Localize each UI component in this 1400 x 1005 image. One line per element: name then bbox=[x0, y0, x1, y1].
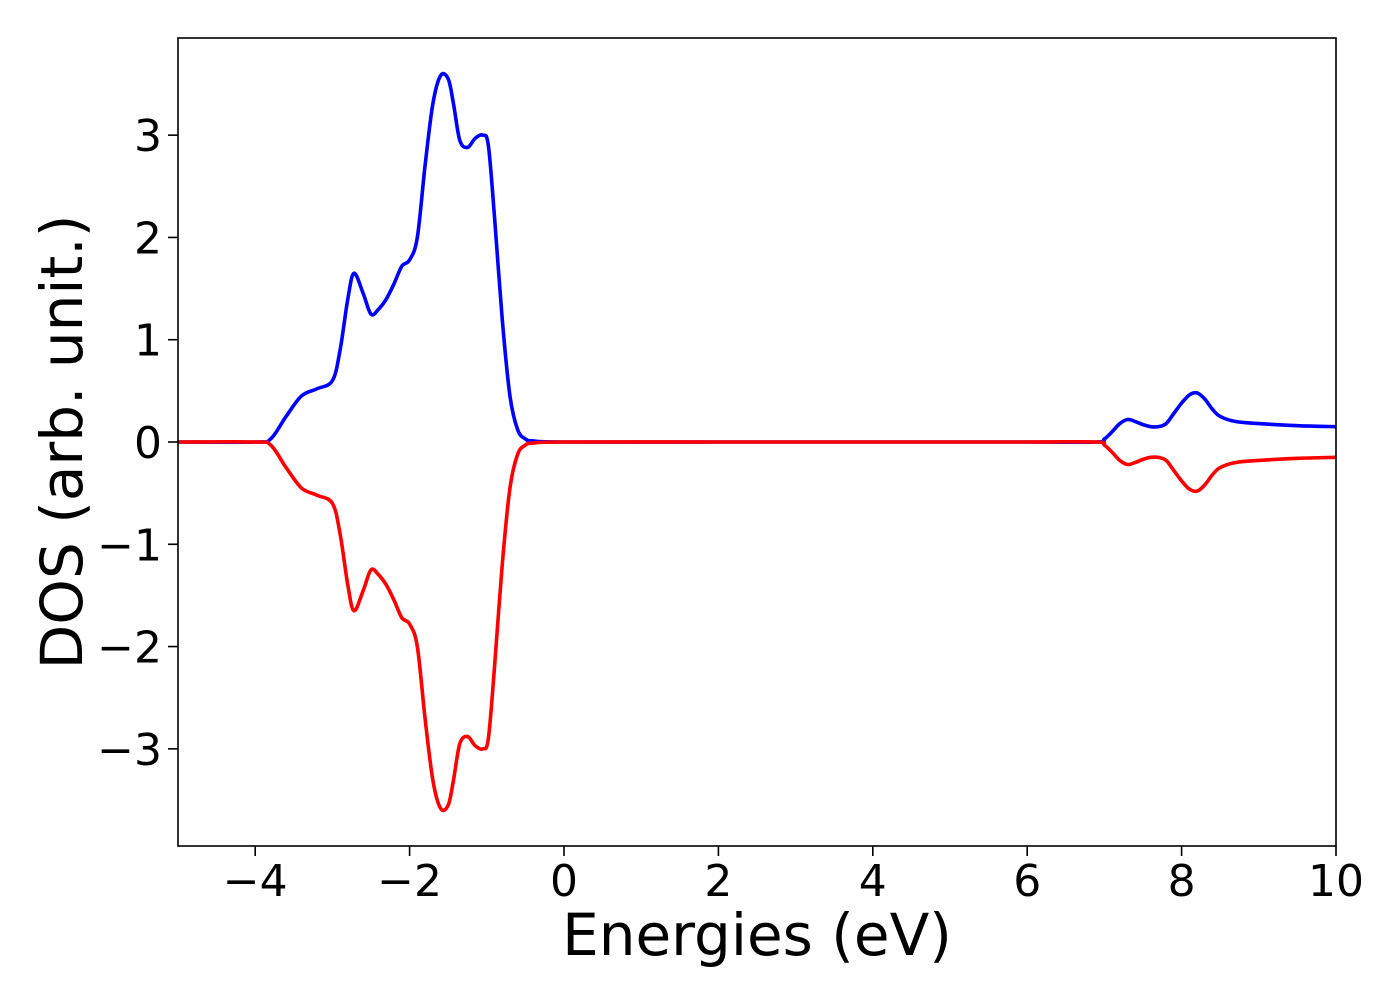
y-tick-label: −2 bbox=[97, 623, 162, 674]
y-tick-label: −3 bbox=[97, 725, 162, 776]
y-tick-label: 1 bbox=[134, 316, 162, 367]
x-tick-label: 2 bbox=[704, 856, 732, 907]
x-tick-label: 8 bbox=[1168, 856, 1196, 907]
x-tick-label: −4 bbox=[223, 856, 288, 907]
x-tick-label: 0 bbox=[550, 856, 578, 907]
y-tick-label: 2 bbox=[134, 213, 162, 264]
dos-series-line-red bbox=[177, 439, 1337, 813]
x-tick-label: 4 bbox=[859, 856, 887, 907]
y-tick-label: −1 bbox=[97, 520, 162, 571]
x-axis: −4 −2 0 2 4 6 8 10 bbox=[223, 846, 1364, 907]
y-tick-label: 0 bbox=[134, 418, 162, 469]
x-axis-label: Energies (eV) bbox=[562, 901, 952, 969]
x-tick-label: 10 bbox=[1308, 856, 1364, 907]
y-tick-label: 3 bbox=[134, 111, 162, 162]
y-axis: −3 −2 −1 0 1 2 3 bbox=[97, 111, 178, 776]
series-layer bbox=[177, 71, 1337, 813]
dos-series-line-blue bbox=[177, 71, 1337, 445]
x-tick-label: 6 bbox=[1013, 856, 1041, 907]
y-axis-label: DOS (arb. unit.) bbox=[28, 215, 96, 670]
x-tick-label: −2 bbox=[377, 856, 442, 907]
